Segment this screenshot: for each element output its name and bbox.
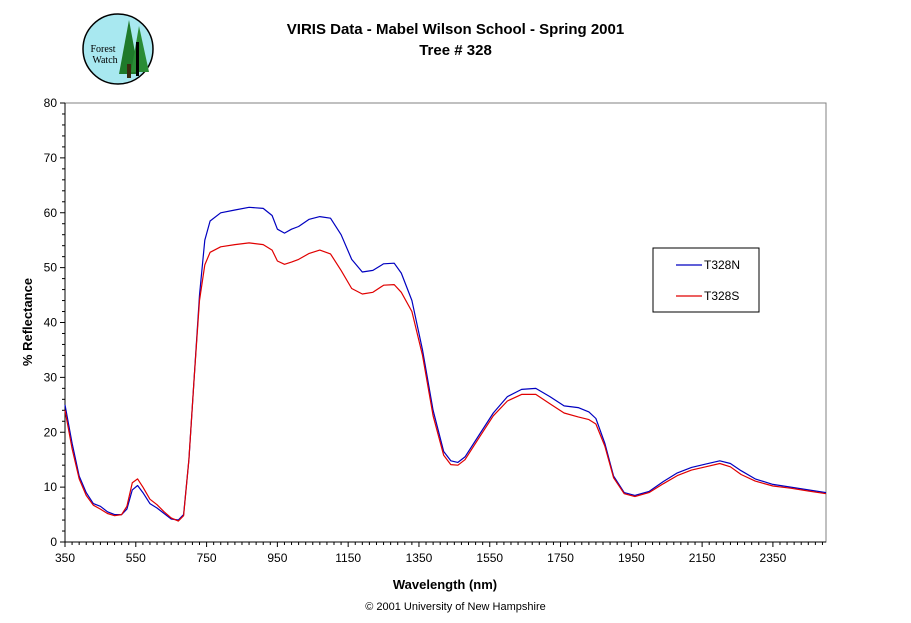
x-tick-label: 750 (197, 551, 217, 565)
x-tick-label: 2350 (760, 551, 787, 565)
x-tick-label: 2150 (689, 551, 716, 565)
logo-text-watch: Watch (92, 55, 117, 66)
legend-box (652, 247, 760, 313)
logo-text-forest: Forest (91, 44, 116, 55)
y-tick-label: 40 (44, 316, 58, 330)
axes: 0 10 20 30 40 50 60 70 80 350 550 750 950 1150 1350 155… (44, 96, 826, 565)
y-tick-label: 0 (50, 535, 57, 549)
x-tick-label: 950 (267, 551, 287, 565)
series-line-t328s (64, 242, 827, 522)
legend: T328N T328S (652, 247, 760, 313)
x-tick-label: 1350 (406, 551, 433, 565)
y-tick-label: 80 (44, 96, 58, 110)
legend-label-t328n: T328N (704, 258, 740, 272)
y-tick-label: 30 (44, 370, 58, 384)
chart-title: VIRIS Data - Mabel Wilson School - Sprin… (286, 21, 625, 38)
x-tick-label: 1550 (476, 551, 503, 565)
plot-area (64, 102, 827, 543)
x-tick-label: 1150 (335, 551, 361, 565)
chart-subtitle: Tree # 328 (419, 42, 492, 59)
series-line-t328n (64, 206, 827, 521)
y-tick-label: 60 (44, 206, 58, 220)
legend-label-t328s: T328S (704, 289, 739, 303)
x-tick-label: 350 (55, 551, 75, 565)
series-lines (64, 206, 827, 522)
y-tick-label: 70 (44, 151, 58, 165)
y-axis-label: % Reflectance (20, 278, 35, 366)
copyright-footer: © 2001 University of New Hampshire (365, 601, 546, 613)
x-tick-label: 1750 (547, 551, 574, 565)
y-tick-label: 10 (44, 480, 58, 494)
x-axis-label: Wavelength (nm) (393, 577, 497, 592)
y-tick-label: 50 (44, 261, 58, 275)
y-tick-label: 20 (44, 425, 58, 439)
x-tick-label: 550 (126, 551, 146, 565)
forest-watch-logo: Forest Watch (82, 13, 154, 85)
x-tick-label: 1950 (618, 551, 645, 565)
